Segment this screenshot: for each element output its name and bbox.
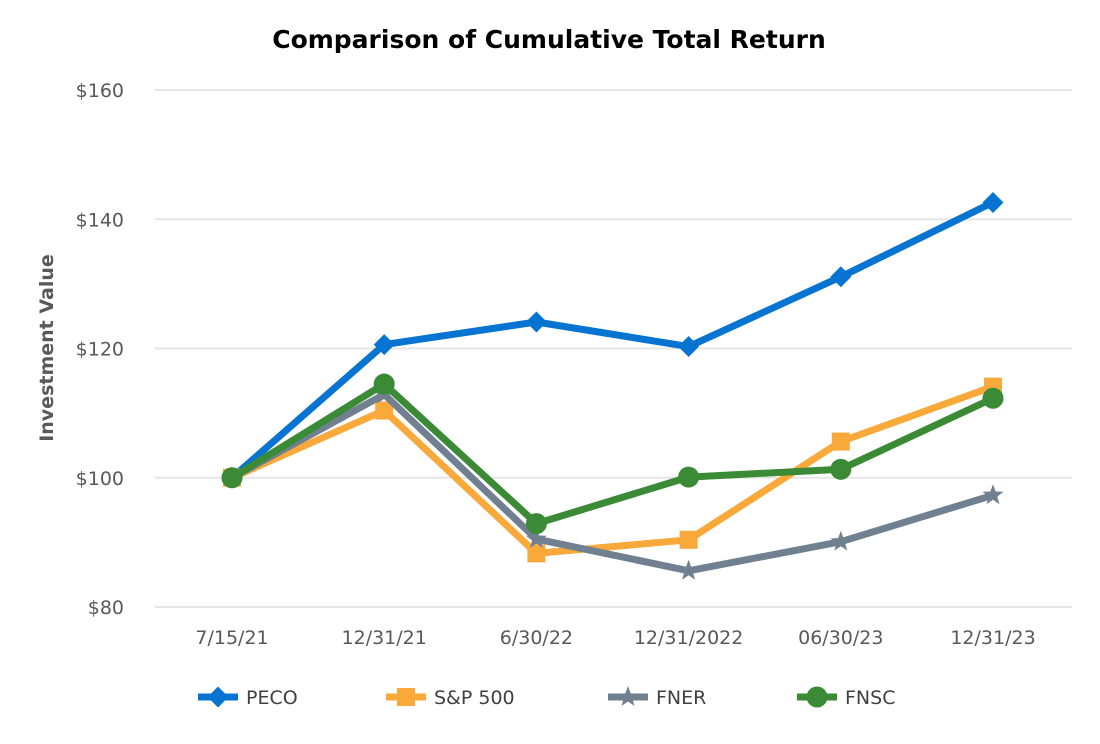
- y-axis-label: Investment Value: [36, 254, 58, 442]
- x-tick-label: 12/31/2022: [634, 627, 744, 649]
- y-tick-label: $140: [76, 209, 124, 231]
- series-line: [228, 390, 997, 575]
- data-point: [221, 467, 243, 489]
- x-axis-ticks: 7/15/21 12/31/21 6/30/22 12/31/2022 06/30/23…: [195, 627, 1035, 649]
- data-point: [373, 334, 395, 356]
- y-axis-ticks: $80 $100 $120 $140 $160: [76, 80, 124, 619]
- x-tick-label: 06/30/23: [798, 627, 883, 649]
- legend-label: FNSC: [845, 687, 895, 709]
- data-point: [830, 530, 852, 551]
- data-point: [678, 336, 700, 358]
- y-tick-label: $120: [76, 339, 124, 361]
- legend-marker: [207, 686, 229, 708]
- series-line: [228, 198, 997, 482]
- legend-label: S&P 500: [434, 687, 515, 709]
- chart-title: Comparison of Cumulative Total Return: [272, 25, 826, 54]
- series-line: [228, 380, 997, 528]
- data-point: [525, 513, 547, 535]
- x-tick-label: 12/31/21: [342, 627, 427, 649]
- legend-label: PECO: [246, 687, 298, 709]
- series-line: [228, 383, 997, 557]
- x-tick-label: 7/15/21: [195, 627, 268, 649]
- gridlines: [155, 89, 1072, 608]
- data-point: [525, 528, 547, 549]
- series-peco: [221, 191, 1004, 489]
- data-point: [831, 432, 850, 451]
- legend-marker: [617, 686, 639, 706]
- x-tick-label: 12/31/23: [950, 627, 1035, 649]
- data-point: [982, 387, 1004, 409]
- data-point: [679, 530, 698, 549]
- legend-label: FNER: [656, 687, 706, 709]
- legend-item-fnsc: FNSC: [797, 686, 895, 709]
- data-point: [982, 484, 1004, 505]
- legend-item-fner: FNER: [608, 686, 706, 709]
- data-point: [982, 191, 1004, 213]
- data-point: [373, 373, 395, 395]
- data-point: [830, 458, 852, 480]
- data-point: [678, 559, 700, 580]
- legend-marker: [806, 686, 828, 708]
- data-point: [375, 401, 394, 420]
- y-tick-label: $100: [76, 468, 124, 490]
- legend-item-s-p-500: S&P 500: [386, 687, 515, 709]
- data-point: [527, 544, 546, 563]
- legend: PECO S&P 500 FNER FNSC: [198, 686, 895, 709]
- legend-marker: [397, 688, 415, 706]
- data-point: [678, 466, 700, 488]
- data-point: [830, 266, 852, 288]
- series-layer: [221, 191, 1004, 580]
- x-tick-label: 6/30/22: [500, 627, 573, 649]
- series-fnsc: [221, 373, 1004, 535]
- y-tick-label: $80: [88, 597, 124, 619]
- legend-item-peco: PECO: [198, 686, 298, 709]
- y-tick-label: $160: [76, 80, 124, 102]
- data-point: [525, 311, 547, 333]
- series-s-p-500: [223, 377, 1002, 563]
